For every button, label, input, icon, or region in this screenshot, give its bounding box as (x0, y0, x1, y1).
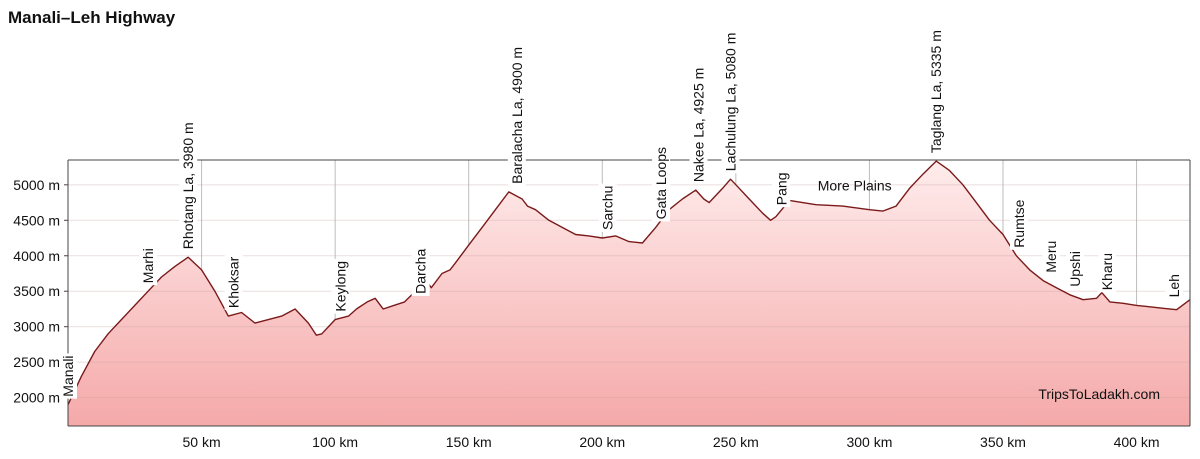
x-tick-label: 250 km (713, 434, 759, 450)
place-label-halo (1165, 272, 1183, 300)
place-label: Sarchu (600, 186, 616, 230)
x-tick-label: 150 km (446, 434, 492, 450)
y-tick-label: 3000 m (13, 319, 60, 335)
place-label: Khoksar (226, 256, 242, 308)
chart-title: Manali–Leh Highway (8, 8, 176, 27)
place-label-halo (139, 246, 158, 286)
place-label-halo (1010, 197, 1028, 250)
place-label: Gata Loops (653, 147, 669, 219)
place-label-halo (927, 28, 946, 156)
place-label: Keylong (333, 261, 349, 312)
place-label-halo (1042, 238, 1061, 275)
place-label: Manali (60, 355, 76, 396)
place-label-halo (772, 170, 791, 208)
x-tick-label: 100 km (312, 434, 358, 450)
y-tick-label: 4000 m (13, 248, 60, 264)
x-tick-label: 400 km (1114, 434, 1160, 450)
place-label-halo (59, 353, 77, 399)
area-layer (67, 160, 1191, 426)
y-tick-label: 3500 m (13, 283, 60, 299)
y-tick-label: 5000 m (13, 177, 60, 193)
place-label-halo (652, 145, 671, 222)
place-label: Baralacha La, 4900 m (509, 47, 525, 184)
place-label-halo (224, 254, 243, 311)
place-label-halo (1098, 250, 1117, 293)
elevation-area (68, 161, 1190, 426)
place-label-halo (507, 44, 526, 186)
elevation-line (67, 160, 1191, 405)
place-label-halo (331, 259, 350, 314)
place-label-halo (1066, 249, 1085, 289)
place-label-halo (411, 246, 430, 296)
place-label-halo (598, 183, 617, 232)
place-label: Leh (1166, 274, 1182, 297)
place-label: Meru (1043, 241, 1059, 273)
place-label: Rhotang La, 3980 m (180, 122, 196, 249)
place-label-halo (721, 30, 740, 174)
place-label: Darcha (413, 249, 429, 294)
place-label: Taglang La, 5335 m (928, 30, 944, 153)
place-label: Marhi (140, 248, 156, 283)
place-label: Nakee La, 4925 m (691, 68, 707, 182)
y-tick-label: 4500 m (13, 212, 60, 228)
region-label: More Plains (818, 177, 892, 193)
place-label: Kharu (1099, 253, 1115, 290)
place-label: Upshi (1067, 251, 1083, 287)
place-label: Pang (773, 172, 789, 205)
x-tick-label: 50 km (183, 434, 221, 450)
watermark-text: TripsToLadakh.com (1038, 386, 1160, 402)
place-label-halo (689, 65, 708, 185)
y-tick-label: 2500 m (13, 354, 60, 370)
x-tick-label: 200 km (579, 434, 625, 450)
place-label: Lachulung La, 5080 m (723, 33, 739, 172)
label-layer: Manali Marhi Rhotang La, 3980 m Khoksar Keyl… (59, 28, 1183, 399)
place-label: Rumtse (1011, 199, 1027, 247)
place-label-halo (179, 120, 198, 252)
x-tick-label: 300 km (846, 434, 892, 450)
axis-layer: 50 km 100 km 150 km 200 km 250 km 300 km 350 k… (13, 159, 1191, 450)
x-tick-label: 350 km (980, 434, 1026, 450)
y-tick-label: 2000 m (13, 390, 60, 406)
